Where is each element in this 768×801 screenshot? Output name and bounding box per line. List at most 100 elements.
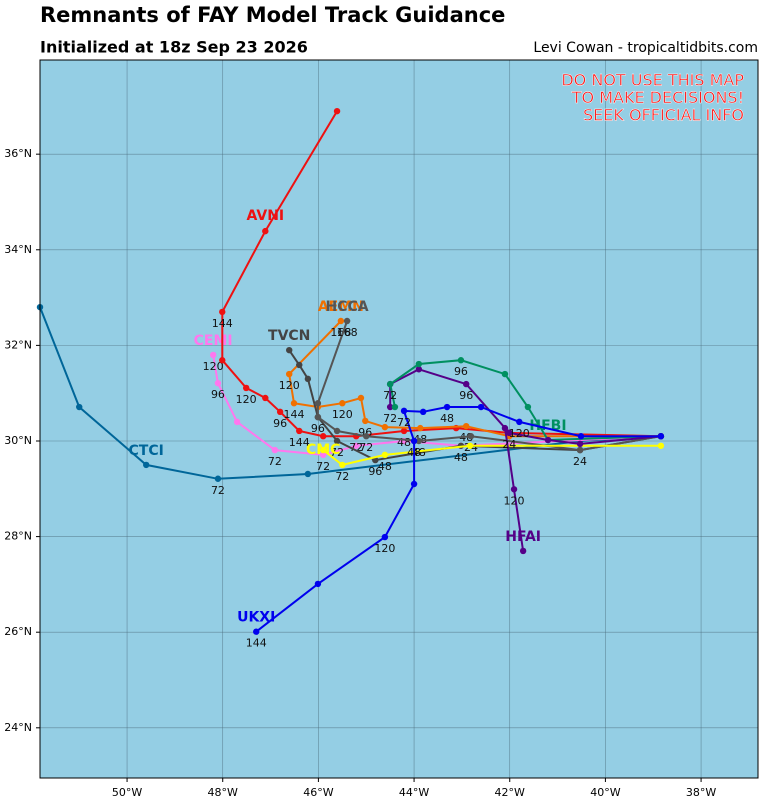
track-point: [271, 446, 279, 454]
hour-label: 96: [273, 417, 287, 430]
track-point: [576, 446, 584, 454]
track-point: [319, 451, 327, 459]
x-tick-label: 40°W: [590, 786, 620, 799]
x-tick-label: 42°W: [495, 786, 525, 799]
model-track: 120 48 72 48 120 144 UKXI: [237, 403, 665, 650]
track-point: [501, 424, 509, 432]
track-point: [339, 400, 346, 407]
hour-label: 48: [407, 446, 421, 459]
track-point: [343, 317, 351, 325]
track-point: [314, 400, 322, 407]
track-point: [410, 480, 418, 488]
model-name: AEMN: [318, 299, 364, 315]
x-tick-label: 50°W: [112, 786, 142, 799]
track-point: [519, 547, 527, 555]
track-point: [357, 394, 365, 402]
track-point: [314, 413, 322, 421]
warning-text: SEEK OFFICIAL INFO: [583, 106, 744, 125]
track-point: [516, 418, 523, 426]
chart-subtitle: Initialized at 18z Sep 23 2026: [40, 38, 308, 57]
y-tick-label: 24°N: [4, 721, 32, 734]
map-background: [40, 60, 758, 778]
model-name: AVNI: [246, 208, 284, 224]
hour-label: 120: [203, 360, 224, 373]
warning-text: DO NOT USE THIS MAP: [561, 71, 744, 90]
track-point: [381, 423, 389, 431]
warning-text: TO MAKE DECISIONS!: [571, 88, 744, 107]
hour-label: 96: [459, 389, 473, 402]
track-point: [467, 433, 475, 440]
track-point: [262, 394, 269, 402]
track-point: [319, 446, 327, 454]
hour-label: 96: [211, 388, 225, 401]
track-point: [419, 408, 427, 416]
hour-label: 144: [212, 317, 233, 330]
hour-label: 72: [349, 441, 363, 454]
y-tick-label: 28°N: [4, 530, 32, 543]
track-point: [214, 475, 222, 482]
hour-label: 24: [573, 455, 587, 468]
hour-label: 168: [330, 326, 351, 339]
track-point: [415, 437, 423, 445]
model-name: CTCI: [129, 443, 164, 459]
track-point: [577, 433, 585, 440]
model-name: CEMI: [194, 333, 233, 349]
track-point: [219, 308, 226, 316]
hour-label: 96: [311, 422, 325, 435]
track-point: [262, 227, 269, 235]
hour-label: 120: [509, 427, 530, 440]
hour-label: 48: [412, 446, 426, 459]
model-name: HFAI: [505, 529, 541, 545]
track-point: [363, 433, 370, 440]
track-point: [463, 380, 470, 388]
track-point: [142, 461, 150, 469]
track-line: [288, 320, 661, 438]
track-point: [319, 433, 327, 440]
track-point: [400, 427, 408, 435]
track-point: [381, 533, 389, 541]
hour-label: 144: [246, 637, 267, 650]
track-point: [443, 403, 451, 411]
hour-label: 48: [454, 451, 468, 464]
track-point: [242, 384, 250, 392]
track-point: [276, 408, 284, 416]
track-point: [657, 433, 665, 440]
track-point: [253, 628, 260, 635]
hour-label: 168: [337, 326, 358, 339]
track-point: [381, 451, 389, 459]
hour-label: 96: [454, 365, 468, 378]
track-point: [304, 470, 312, 478]
track-point: [333, 437, 341, 445]
track-point: [510, 486, 518, 493]
chart-title: Remnants of FAY Model Track Guidance: [40, 3, 505, 27]
track-point: [463, 422, 470, 430]
track-point: [415, 360, 423, 368]
track-point: [466, 442, 474, 449]
track-point: [286, 346, 293, 354]
x-tick-label: 46°W: [303, 786, 333, 799]
track-point: [76, 403, 83, 411]
model-name: HCCA: [326, 299, 369, 315]
hour-label: 48: [440, 412, 454, 425]
model-name: TVCN: [268, 328, 310, 344]
track-line: [255, 406, 661, 633]
track-point: [352, 442, 360, 449]
y-tick-label: 36°N: [4, 147, 32, 160]
hour-label: 72: [268, 455, 282, 468]
x-tick-label: 44°W: [399, 786, 429, 799]
track-point: [296, 427, 303, 435]
track-point: [410, 437, 418, 445]
track-point: [386, 403, 394, 411]
map-frame: [39, 59, 759, 779]
track-point: [501, 370, 509, 378]
hour-label: 72: [211, 484, 225, 497]
y-tick-label: 30°N: [4, 434, 32, 447]
hour-label: 24: [502, 438, 516, 451]
track-point: [337, 317, 345, 325]
track-point: [400, 407, 408, 415]
track-point: [219, 357, 226, 364]
track-point: [362, 417, 369, 425]
track-point: [333, 107, 341, 115]
track-point: [657, 442, 665, 449]
